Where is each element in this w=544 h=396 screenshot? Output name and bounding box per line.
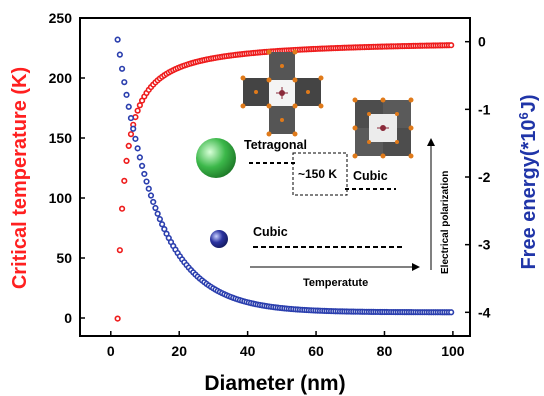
x-tick-label: 40	[240, 343, 256, 359]
cubic-crystal-icon	[352, 97, 414, 159]
left-y-axis-title: Critical temperature (K)	[9, 67, 31, 289]
energy-point	[448, 309, 455, 316]
energy-point	[116, 51, 123, 58]
left-y-axis-ticks: 0 50 100 150 200 250	[49, 10, 85, 326]
label-temperature-arrow: Temperatute	[303, 277, 368, 289]
right-y-axis-title-tail: J)	[518, 94, 540, 112]
transition-box	[292, 152, 348, 196]
right-y-axis-title-base: Free energy(*10	[518, 119, 540, 269]
x-tick-label: 100	[441, 343, 465, 359]
energy-point	[150, 198, 157, 206]
energy-point	[161, 226, 168, 233]
energy-point	[141, 170, 148, 178]
x-tick-label: 80	[377, 343, 393, 359]
energy-point	[143, 178, 150, 185]
right-y-tick-label: 0	[478, 34, 486, 50]
left-y-tick-label: 200	[49, 70, 73, 86]
temperature-point	[118, 205, 126, 212]
temperature-point	[448, 42, 455, 49]
right-y-axis-title-exponent: 6	[516, 112, 531, 119]
energy-point	[159, 221, 166, 228]
left-y-tick-label: 100	[49, 190, 73, 206]
energy-point	[154, 210, 161, 217]
label-transition-temperature: ~150 K	[298, 167, 337, 181]
energy-point	[114, 36, 121, 43]
energy-point	[156, 216, 163, 223]
label-polarization-arrow: Electrical polarization	[440, 171, 451, 274]
temperature-point	[134, 107, 141, 114]
right-y-tick-label: -3	[478, 237, 491, 253]
x-axis-ticks: 0 20 40 60 80 100	[107, 331, 465, 359]
label-tetragonal: Tetragonal	[244, 138, 307, 152]
temperature-point	[116, 247, 123, 254]
energy-point	[121, 79, 128, 86]
label-cubic-lower: Cubic	[253, 225, 288, 239]
right-y-tick-label: -4	[478, 304, 491, 320]
energy-point	[125, 103, 132, 110]
left-y-tick-label: 50	[56, 250, 72, 266]
blue-sphere-icon	[210, 230, 228, 248]
tetragonal-crystal-icon	[240, 49, 324, 137]
energy-point	[136, 154, 143, 161]
left-y-tick-label: 0	[64, 310, 72, 326]
x-axis-title: Diameter (nm)	[204, 372, 345, 395]
green-sphere-icon	[196, 138, 236, 178]
energy-point	[130, 125, 137, 132]
temperature-point	[114, 315, 121, 322]
energy-point	[123, 91, 130, 98]
energy-point	[118, 65, 126, 72]
energy-point	[145, 185, 152, 192]
temperature-point	[125, 142, 132, 149]
right-y-axis-ticks: 0 -1 -2 -3 -4	[465, 34, 491, 320]
temperature-point	[123, 157, 130, 164]
x-tick-label: 60	[308, 343, 324, 359]
label-cubic-upper: Cubic	[353, 169, 388, 183]
energy-point	[127, 114, 135, 122]
left-y-tick-label: 250	[49, 10, 73, 26]
inset-illustration: Tetragonal ~150 K Cubic Cubic Temperatut…	[196, 49, 451, 289]
temperature-point	[127, 131, 135, 138]
right-y-tick-label: -2	[478, 169, 491, 185]
x-tick-label: 20	[171, 343, 187, 359]
energy-point	[134, 145, 141, 152]
right-y-tick-label: -1	[478, 101, 491, 117]
left-y-tick-label: 150	[49, 130, 73, 146]
energy-point	[132, 135, 139, 142]
temperature-point	[136, 102, 143, 109]
free-energy-series	[114, 36, 455, 316]
energy-point	[152, 204, 159, 212]
right-y-axis-title: Free energy(*106J)	[516, 94, 540, 269]
energy-point	[138, 162, 146, 169]
energy-point	[147, 192, 155, 199]
temperature-point	[121, 177, 128, 184]
x-tick-label: 0	[107, 343, 115, 359]
